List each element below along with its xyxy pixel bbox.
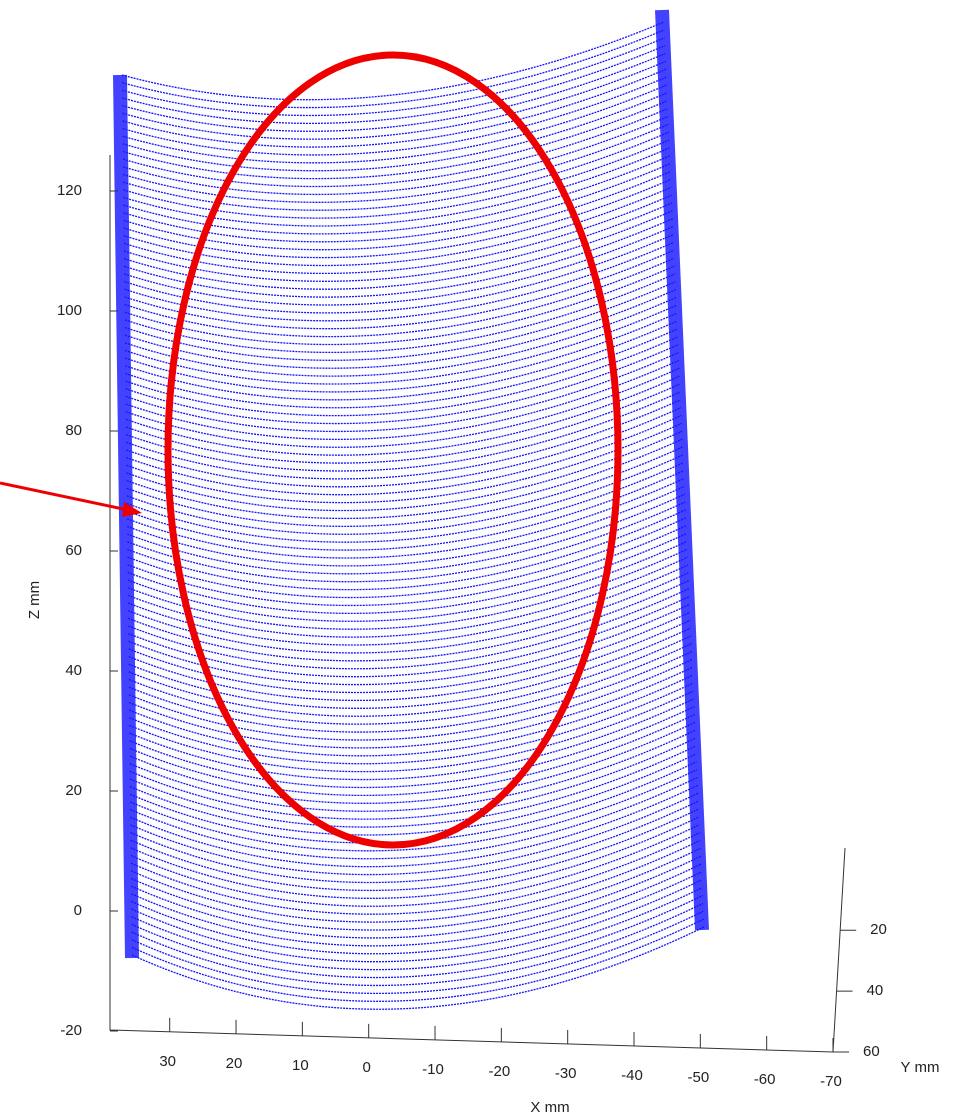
scan-line bbox=[127, 494, 685, 574]
scan-line bbox=[126, 392, 680, 471]
scan-line bbox=[130, 738, 696, 819]
scan-line bbox=[129, 699, 693, 780]
y-tick-label: 60 bbox=[863, 1043, 880, 1060]
x-tick-label: 10 bbox=[292, 1057, 309, 1074]
x-tick-label: -50 bbox=[687, 1069, 709, 1086]
scan-line bbox=[127, 478, 684, 558]
scan-line bbox=[127, 471, 684, 551]
highlight-ellipse bbox=[168, 55, 618, 845]
y-tick-label: 20 bbox=[870, 921, 887, 938]
x-tick-label: -60 bbox=[754, 1071, 776, 1088]
scan-line bbox=[126, 376, 680, 455]
x-tick-label: -70 bbox=[820, 1073, 842, 1090]
scan-line bbox=[122, 22, 664, 100]
scan-line bbox=[126, 400, 681, 479]
scan-line bbox=[130, 707, 695, 788]
scan-line bbox=[127, 455, 683, 534]
scan-line bbox=[129, 659, 692, 740]
y-tick-label: 40 bbox=[867, 982, 884, 999]
z-tick-label: 80 bbox=[65, 422, 82, 439]
scan-line bbox=[123, 101, 668, 179]
z-tick-label: 120 bbox=[57, 182, 82, 199]
scan-line bbox=[126, 423, 681, 502]
x-tick-label: 0 bbox=[363, 1059, 371, 1076]
scan-line bbox=[126, 384, 680, 463]
y-axis-label: Y mm bbox=[901, 1059, 940, 1076]
z-tick-label: 60 bbox=[65, 542, 82, 559]
scan-line bbox=[127, 447, 683, 526]
scan-line bbox=[126, 360, 679, 439]
x-tick-label: -10 bbox=[422, 1061, 444, 1078]
scan-line bbox=[123, 109, 668, 187]
scan-line bbox=[130, 722, 695, 803]
scan-line bbox=[130, 715, 695, 796]
z-tick-label: 20 bbox=[65, 782, 82, 799]
z-axis-label: Z mm bbox=[26, 581, 43, 619]
scan-line bbox=[127, 431, 683, 510]
scan-line bbox=[130, 754, 696, 835]
z-tick-label: 100 bbox=[57, 302, 82, 319]
z-tick-label: 0 bbox=[74, 902, 82, 919]
x-tick-label: -30 bbox=[555, 1065, 577, 1082]
scan-line bbox=[127, 463, 684, 542]
scan-line bbox=[127, 439, 683, 518]
scan-line bbox=[126, 408, 681, 487]
x-tick-label: -20 bbox=[489, 1063, 511, 1080]
z-tick-label: 40 bbox=[65, 662, 82, 679]
x-axis-label: X mm bbox=[530, 1099, 569, 1116]
chart: X mm Y mm Z mm 120100806040200-203020100… bbox=[0, 0, 961, 1119]
z-tick-label: -20 bbox=[60, 1022, 82, 1039]
scan-line bbox=[126, 368, 679, 447]
arrow bbox=[0, 483, 128, 510]
x-tick-label: 20 bbox=[226, 1055, 243, 1072]
x-tick-label: -40 bbox=[621, 1067, 643, 1084]
scan-line bbox=[130, 730, 695, 811]
scan-line bbox=[130, 746, 696, 827]
scan-line bbox=[127, 486, 684, 566]
scan-line bbox=[127, 510, 685, 590]
scan-line bbox=[127, 502, 685, 582]
scan-line bbox=[129, 667, 692, 748]
x-tick-label: 30 bbox=[159, 1053, 176, 1070]
scan-line bbox=[129, 691, 693, 772]
